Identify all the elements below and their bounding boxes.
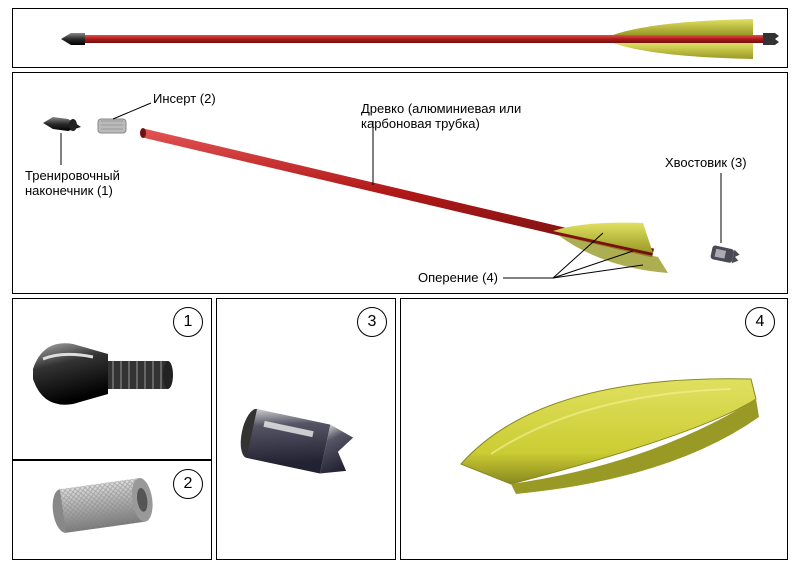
circle-1: 1 <box>173 307 203 337</box>
panel-detail-3: 3 <box>216 298 396 560</box>
circle-3: 3 <box>357 307 387 337</box>
panel-exploded: Инсерт (2) Древко (алюминиевая или карбо… <box>12 72 788 294</box>
assembled-arrow <box>13 9 789 69</box>
label-shaft: Древко (алюминиевая или карбоновая трубк… <box>361 101 521 131</box>
detail-nock <box>217 299 397 561</box>
circle-4: 4 <box>745 307 775 337</box>
label-fletch: Оперение (4) <box>418 270 498 285</box>
panel-top-arrow <box>12 8 788 68</box>
panel-detail-4: 4 <box>400 298 788 560</box>
panel-detail-1: 1 <box>12 298 212 460</box>
label-insert: Инсерт (2) <box>153 91 216 106</box>
panel-detail-2: 2 <box>12 460 212 560</box>
detail-fletch <box>401 299 789 561</box>
circle-2: 2 <box>173 469 203 499</box>
label-tip: Тренировочный наконечник (1) <box>25 168 120 198</box>
label-nock: Хвостовик (3) <box>665 155 747 170</box>
